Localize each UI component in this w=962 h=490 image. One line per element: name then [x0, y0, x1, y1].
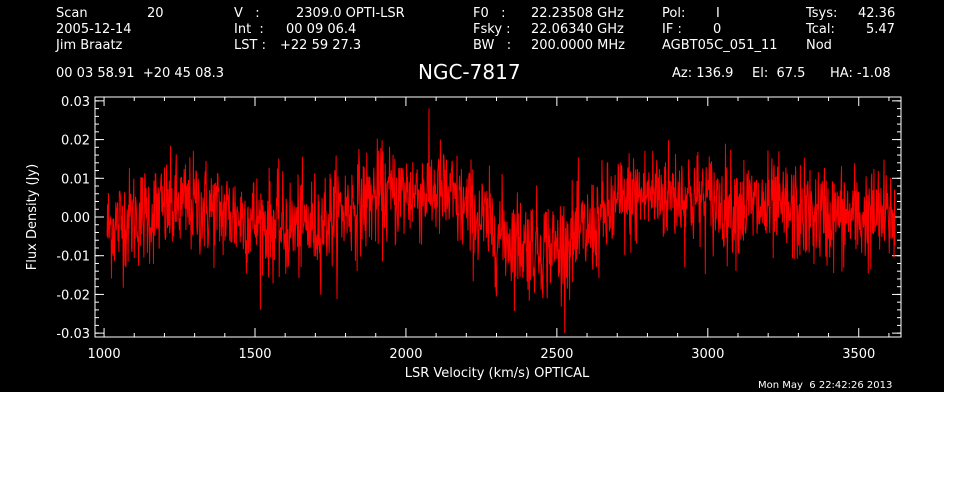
fsky-label: Fsky :	[473, 22, 511, 37]
y-tick-label: 0.02	[61, 134, 90, 149]
pol-value: I	[716, 6, 720, 21]
y-tick-label: 0.03	[61, 95, 90, 110]
y-tick-label: -0.02	[56, 288, 90, 303]
elevation-readout: El: 67.5	[752, 66, 806, 81]
plot-timestamp: Mon May 6 22:42:26 2013	[758, 380, 893, 391]
obs-mode: Nod	[806, 38, 832, 53]
scan-label: Scan	[56, 6, 88, 21]
y-tick-label: 0.00	[61, 211, 90, 226]
hour-angle-readout: HA: -1.08	[830, 66, 891, 81]
x-axis-label: LSR Velocity (km/s) OPTICAL	[405, 366, 590, 381]
observer-name: Jim Braatz	[56, 38, 123, 53]
bw-label: BW :	[473, 38, 512, 53]
project-id: AGBT05C_051_11	[662, 38, 778, 53]
y-tick-label: -0.01	[56, 250, 90, 265]
if-label: IF :	[662, 22, 682, 37]
y-axis-label: Flux Density (Jy)	[25, 164, 40, 270]
f0-value: 22.23508 GHz	[531, 6, 624, 21]
fsky-value: 22.06340 GHz	[531, 22, 624, 37]
plot-panel: Scan 20 2005-12-14 Jim Braatz V : 2309.0…	[0, 0, 944, 392]
obs-date: 2005-12-14	[56, 22, 132, 37]
x-tick-label: 3000	[691, 347, 724, 362]
scan-value: 20	[147, 6, 164, 21]
x-tick-label: 2500	[540, 347, 573, 362]
f0-label: F0 :	[473, 6, 506, 21]
x-tick-label: 1500	[238, 347, 271, 362]
if-value: 0	[713, 22, 722, 37]
x-tick-label: 3500	[842, 347, 875, 362]
lst-label: LST :	[234, 38, 266, 53]
x-tick-label: 2000	[389, 347, 422, 362]
azimuth-readout: Az: 136.9	[672, 66, 734, 81]
y-tick-label: -0.03	[56, 327, 90, 342]
int-value: 00 09 06.4	[286, 22, 357, 37]
tcal-label: Tcal:	[806, 22, 835, 37]
source-coordinates: 00 03 58.91 +20 45 08.3	[56, 66, 225, 81]
spectrum-series	[106, 108, 896, 334]
x-tick-label: 1000	[88, 347, 121, 362]
spectrum-plot: 1000 1500 2000 2500 3000 3500 -0.03 -0.02 -0.01 0…	[25, 95, 902, 381]
tsys-value: 42.36	[858, 6, 896, 21]
int-label: Int :	[234, 22, 264, 37]
velocity-label: V :	[234, 6, 260, 21]
velocity-value: 2309.0 OPTI-LSR	[296, 6, 405, 21]
y-tick-label: 0.01	[61, 172, 90, 187]
chart-title: NGC-7817	[418, 60, 521, 84]
pol-label: Pol:	[662, 6, 686, 21]
bw-value: 200.0000 MHz	[531, 38, 625, 53]
tsys-label: Tsys:	[806, 6, 838, 21]
plot-frame	[94, 96, 902, 338]
lst-value: +22 59 27.3	[280, 38, 362, 53]
tcal-value: 5.47	[866, 22, 895, 37]
